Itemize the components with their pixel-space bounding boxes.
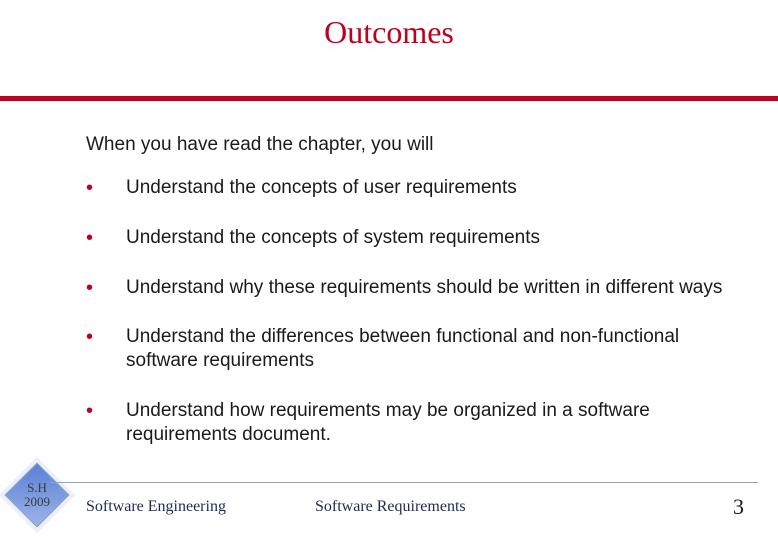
list-item: • Understand the differences between fun… [86,325,730,373]
footer-center-text: Software Requirements [315,498,466,516]
footer-divider [50,482,758,483]
slide-footer: Software Engineering Software Requiremen… [0,488,778,520]
slide-title: Outcomes [0,14,778,51]
list-item: • Understand how requirements may be org… [86,399,730,447]
list-item-text: Understand why these requirements should… [126,276,722,300]
list-item-text: Understand the concepts of system requir… [126,226,540,250]
page-number: 3 [733,494,744,520]
slide: Outcomes When you have read the chapter,… [0,0,778,538]
list-item: • Understand the concepts of user requir… [86,176,730,200]
title-divider [0,96,778,101]
intro-text: When you have read the chapter, you will [86,134,433,156]
bullet-icon: • [86,325,126,347]
list-item: • Understand why these requirements shou… [86,276,730,300]
list-item-text: Understand the differences between funct… [126,325,730,373]
bullet-icon: • [86,276,126,298]
list-item-text: Understand the concepts of user requirem… [126,176,517,200]
list-item: • Understand the concepts of system requ… [86,226,730,250]
bullet-icon: • [86,226,126,248]
bullet-list: • Understand the concepts of user requir… [86,176,730,472]
bullet-icon: • [86,176,126,198]
list-item-text: Understand how requirements may be organ… [126,399,730,447]
bullet-icon: • [86,399,126,421]
footer-left-text: Software Engineering [86,498,226,516]
